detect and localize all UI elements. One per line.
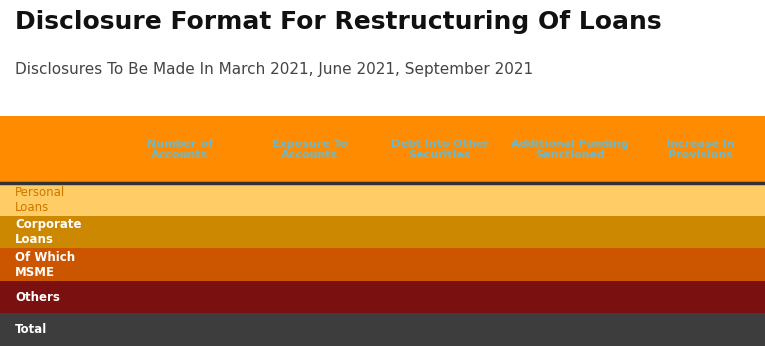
Text: Disclosure Format For Restructuring Of Loans: Disclosure Format For Restructuring Of L… <box>15 10 662 34</box>
Bar <box>0 183 765 216</box>
Text: Others: Others <box>15 291 60 304</box>
Text: Number of
Accounts: Number of Accounts <box>147 139 213 161</box>
Bar <box>0 281 765 313</box>
Text: Total: Total <box>15 323 47 336</box>
Bar <box>0 216 765 248</box>
Text: Additional Funding
Sanctioned: Additional Funding Sanctioned <box>511 139 629 161</box>
Bar <box>0 313 765 346</box>
Text: Of Which
MSME: Of Which MSME <box>15 251 76 279</box>
Text: Increase In
Provisions: Increase In Provisions <box>666 139 734 161</box>
Text: Debt Into Other
Securities: Debt Into Other Securities <box>391 139 489 161</box>
Bar <box>0 248 765 281</box>
Text: Personal
Loans: Personal Loans <box>15 186 66 213</box>
Text: Corporate
Loans: Corporate Loans <box>15 218 82 246</box>
Bar <box>0 116 765 183</box>
Text: Exposure To
Accounts: Exposure To Accounts <box>272 139 347 161</box>
Text: Disclosures To Be Made In March 2021, June 2021, September 2021: Disclosures To Be Made In March 2021, Ju… <box>15 62 533 77</box>
